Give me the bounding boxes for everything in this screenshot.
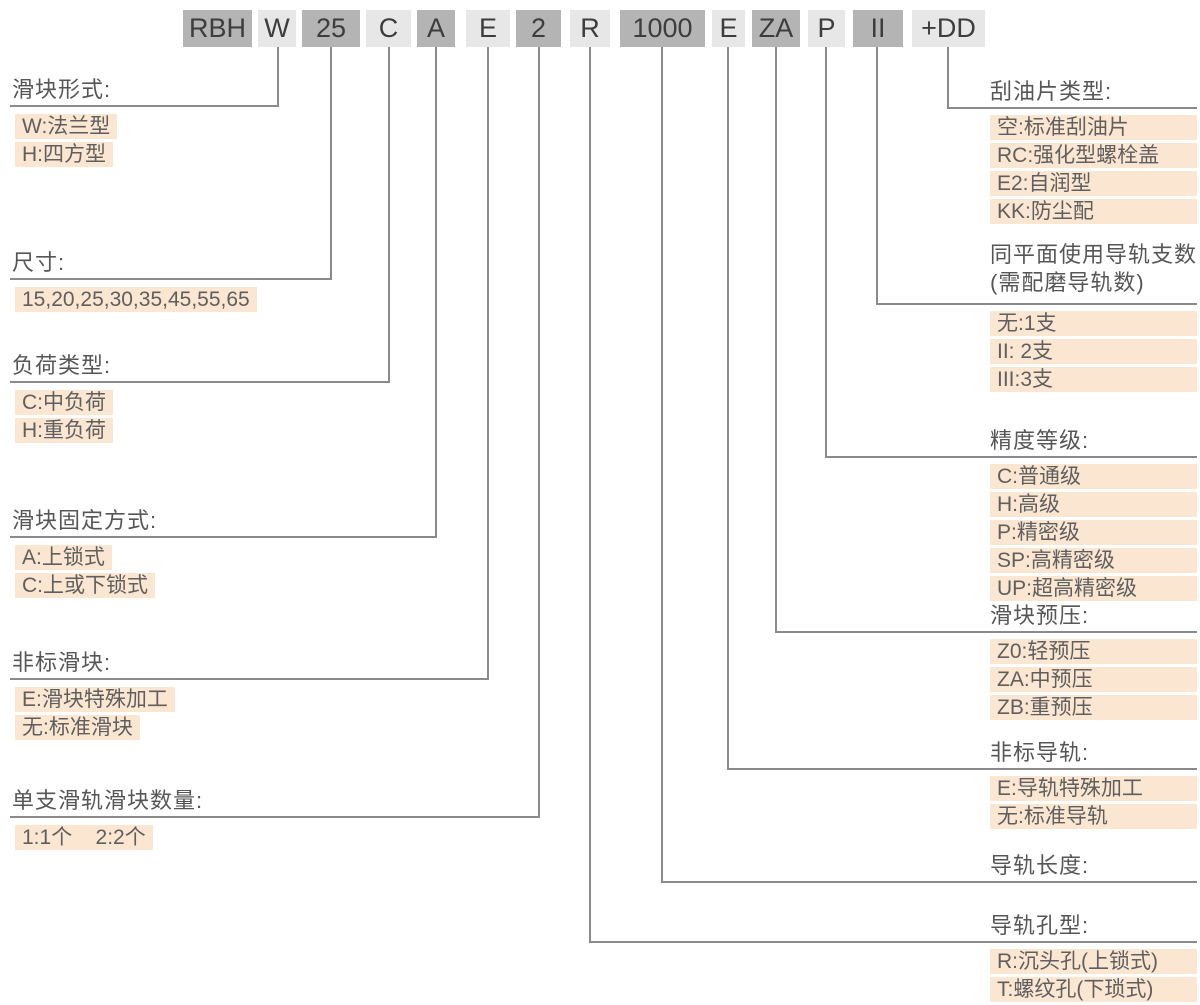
group-load-type: 负荷类型: C:中负荷 H:重负荷: [12, 352, 113, 446]
group-title: 尺寸:: [12, 250, 66, 275]
connector-line: [487, 47, 489, 680]
group-title-line2: (需配磨导轨数): [990, 270, 1145, 295]
connector-line: [10, 816, 540, 818]
group-title: 滑块固定方式:: [12, 508, 158, 533]
option-item: ZB:重预压: [990, 695, 1197, 720]
option-item: KK:防尘配: [990, 199, 1197, 224]
group-title: 滑块预压:: [990, 603, 1090, 628]
option-item: ZA:中预压: [990, 667, 1197, 692]
option-item: H:重负荷: [15, 418, 113, 443]
connector-line: [727, 768, 1197, 770]
group-title: 精度等级:: [990, 428, 1090, 453]
option-item: E2:自润型: [990, 171, 1197, 196]
code-part-rail-special: E: [712, 10, 745, 47]
option-item: SP:高精密级: [990, 548, 1197, 573]
group-rail-special: 非标导轨: E:导轨特殊加工 无:标准导轨: [990, 739, 1197, 832]
code-part-mount-type: A: [417, 10, 455, 47]
group-title: 导轨孔型:: [990, 913, 1090, 938]
connector-line: [947, 107, 1197, 109]
group-wiper-type: 刮油片类型: 空:标准刮油片 RC:强化型螺栓盖 E2:自润型 KK:防尘配: [990, 78, 1197, 227]
code-part-hole-type: R: [570, 10, 610, 47]
connector-line: [775, 47, 777, 633]
connector-line: [277, 47, 279, 107]
connector-line: [388, 47, 390, 383]
connector-line: [825, 47, 827, 458]
group-title: 导轨长度:: [990, 853, 1090, 878]
connector-line: [876, 47, 878, 305]
group-title: 负荷类型:: [12, 353, 112, 378]
connector-line: [330, 47, 332, 280]
connector-line: [589, 941, 1197, 943]
connector-line: [775, 631, 1197, 633]
connector-line: [661, 47, 663, 883]
code-part-block-form: W: [258, 10, 296, 47]
option-item: 无:标准导轨: [990, 804, 1197, 829]
option-item: 无:标准滑块: [15, 715, 140, 740]
code-part-block-count: 2: [516, 10, 561, 47]
connector-line: [10, 105, 279, 107]
connector-line: [10, 278, 332, 280]
option-item: 空:标准刮油片: [990, 115, 1197, 140]
option-item: R:沉头孔(上锁式): [990, 949, 1197, 974]
connector-line: [661, 881, 1197, 883]
group-title: 同平面使用导轨支数: [990, 242, 1198, 267]
group-precision: 精度等级: C:普通级 H:高级 P:精密级 SP:高精密级 UP:超高精密级: [990, 427, 1197, 604]
option-item: A:上锁式: [15, 545, 112, 570]
group-size: 尺寸: 15,20,25,30,35,45,55,65: [12, 249, 257, 315]
connector-line: [435, 47, 437, 538]
group-title: 非标滑块:: [12, 650, 112, 675]
option-item: 1:1个 2:2个: [15, 825, 153, 850]
code-part-rail-length: 1000: [620, 10, 705, 47]
group-rail-length: 导轨长度:: [990, 852, 1197, 880]
code-part-rail-count: II: [853, 10, 903, 47]
option-item: Z0:轻预压: [990, 639, 1197, 664]
group-preload: 滑块预压: Z0:轻预压 ZA:中预压 ZB:重预压: [990, 602, 1197, 723]
connector-line: [727, 47, 729, 770]
option-item: H:四方型: [15, 142, 113, 167]
connector-line: [947, 47, 949, 109]
group-rail-count: 同平面使用导轨支数 (需配磨导轨数) 无:1支 II: 2支 III:3支: [990, 241, 1197, 395]
group-hole-type: 导轨孔型: R:沉头孔(上锁式) T:螺纹孔(下琐式): [990, 912, 1197, 1005]
connector-line: [10, 678, 489, 680]
connector-line: [10, 381, 390, 383]
option-item: RC:强化型螺栓盖: [990, 143, 1197, 168]
group-title: 单支滑轨滑块数量:: [12, 788, 204, 813]
code-part-wiper: +DD: [912, 10, 985, 47]
group-title: 非标导轨:: [990, 740, 1090, 765]
code-part-precision: P: [808, 10, 845, 47]
code-part-block-special: E: [466, 10, 510, 47]
group-title: 滑块形式:: [12, 77, 112, 102]
option-item: C:中负荷: [15, 390, 113, 415]
option-item: II: 2支: [990, 339, 1197, 364]
connector-line: [589, 47, 591, 943]
option-item: W:法兰型: [15, 114, 118, 139]
group-title: 刮油片类型:: [990, 79, 1113, 104]
group-mount-type: 滑块固定方式: A:上锁式 C:上或下锁式: [12, 507, 157, 601]
code-part-size: 25: [302, 10, 360, 47]
option-item: C:普通级: [990, 464, 1197, 489]
code-part-load-type: C: [366, 10, 411, 47]
code-part-series: RBH: [183, 10, 252, 47]
group-block-count: 单支滑轨滑块数量: 1:1个 2:2个: [12, 787, 203, 853]
group-block-form: 滑块形式: W:法兰型 H:四方型: [12, 76, 118, 170]
connector-line: [876, 303, 1197, 305]
option-item: P:精密级: [990, 520, 1197, 545]
option-item: E:导轨特殊加工: [990, 776, 1197, 801]
connector-line: [538, 47, 540, 818]
option-item: E:滑块特殊加工: [15, 687, 175, 712]
option-item: III:3支: [990, 367, 1197, 392]
connector-line: [10, 536, 437, 538]
code-part-preload: ZA: [752, 10, 800, 47]
connector-line: [825, 456, 1197, 458]
option-item: H:高级: [990, 492, 1197, 517]
option-item: 15,20,25,30,35,45,55,65: [15, 287, 257, 312]
option-item: UP:超高精密级: [990, 576, 1197, 601]
option-item: T:螺纹孔(下琐式): [990, 977, 1197, 1002]
option-item: 无:1支: [990, 311, 1197, 336]
option-item: C:上或下锁式: [15, 573, 155, 598]
group-block-special: 非标滑块: E:滑块特殊加工 无:标准滑块: [12, 649, 175, 743]
